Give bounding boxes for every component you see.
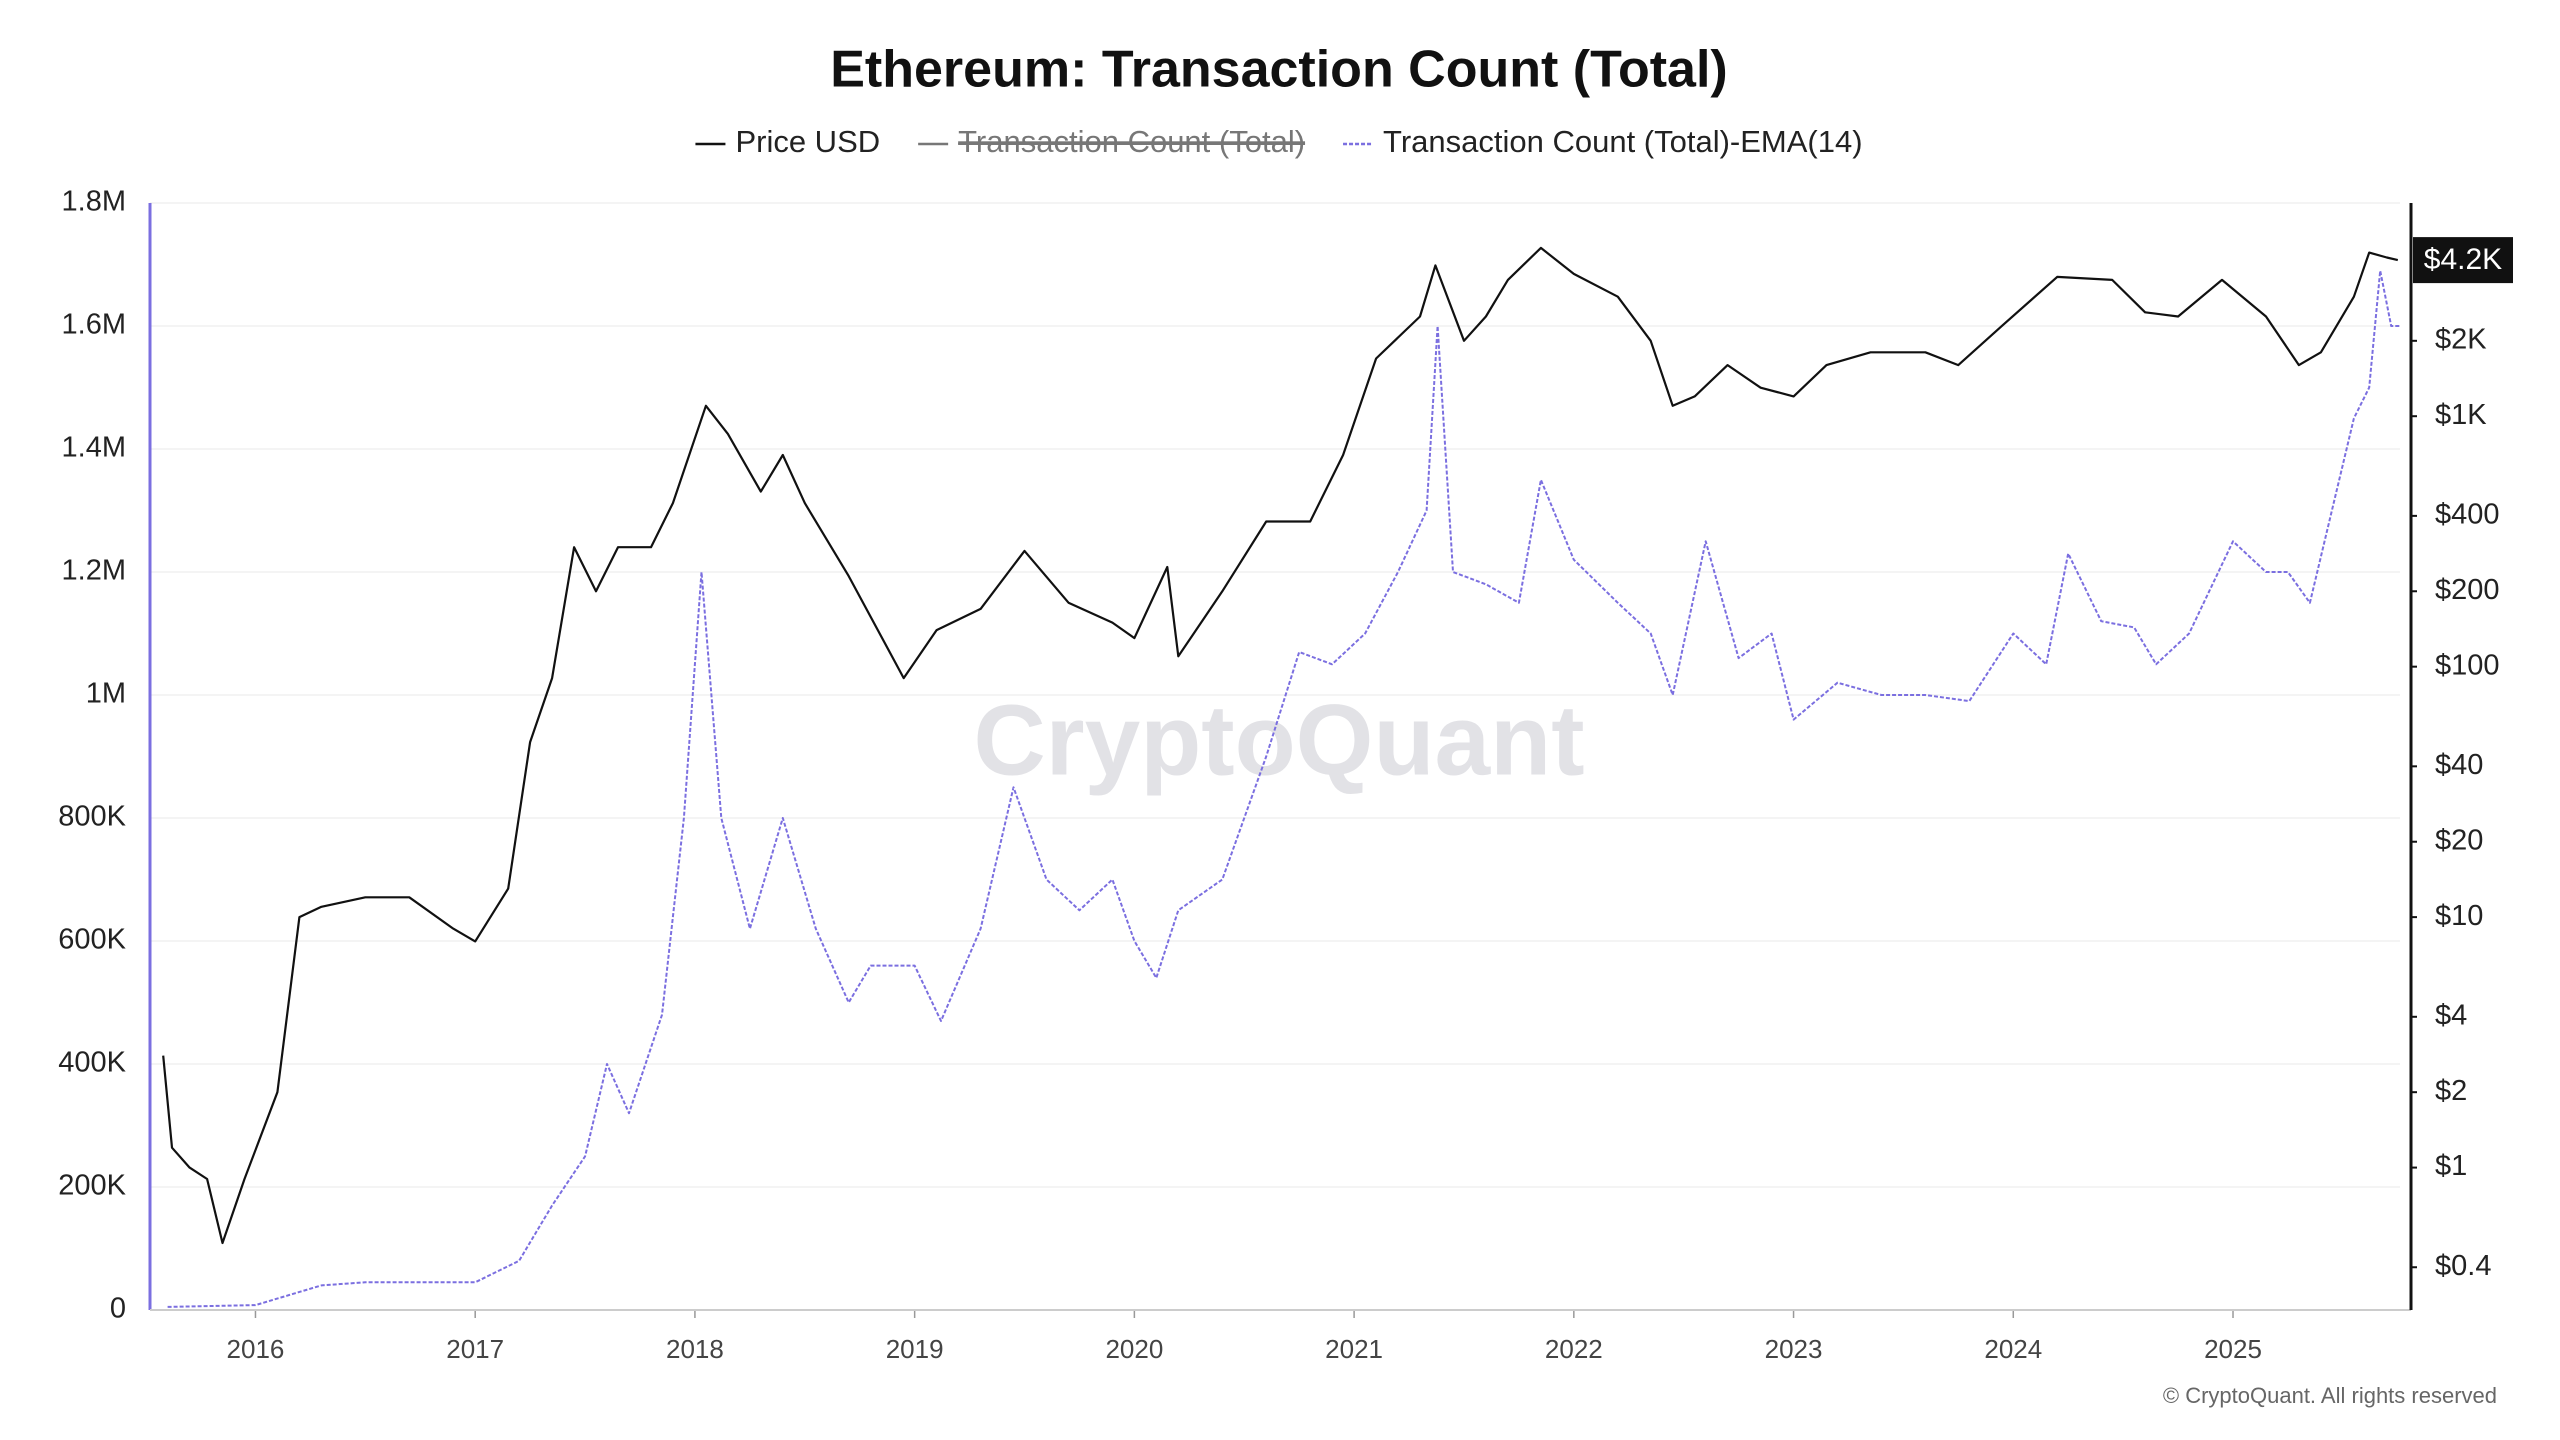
x-tick-label: 2020: [1105, 1334, 1163, 1364]
footer: © CryptoQuant. All rights reserved: [2163, 1383, 2497, 1408]
legend: Price USD Transaction Count (Total) Transa…: [695, 124, 1863, 159]
x-tick-label: 2022: [1545, 1334, 1603, 1364]
y2-tick-label: $40: [2435, 749, 2483, 781]
y2-tick-label: $200: [2435, 574, 2500, 606]
y-tick-label: 400K: [58, 1047, 126, 1079]
y-tick-label: 0: [110, 1293, 126, 1325]
y2-tick-label: $0.4: [2435, 1250, 2491, 1282]
legend-label[interactable]: Transaction Count (Total)-EMA(14): [1383, 124, 1863, 159]
x-tick-label: 2018: [666, 1334, 724, 1364]
watermark: CryptoQuant: [973, 684, 1584, 796]
x-tick-label: 2024: [1984, 1334, 2042, 1364]
x-tick-label: 2016: [227, 1334, 285, 1364]
chart-title: Ethereum: Transaction Count (Total): [830, 41, 1728, 99]
y-tick-label: 1.2M: [62, 555, 126, 587]
y2-tick-label: $1: [2435, 1150, 2467, 1182]
y-tick-label: 600K: [58, 924, 126, 956]
x-tick-label: 2025: [2204, 1334, 2262, 1364]
series-line: [167, 269, 2400, 1308]
y2-tick-label: $2K: [2435, 323, 2487, 355]
legend-label[interactable]: Price USD: [735, 124, 880, 159]
x-tick-label: 2019: [886, 1334, 944, 1364]
series-line: [162, 246, 2399, 1245]
x-tick-label: 2023: [1765, 1334, 1823, 1364]
y-tick-label: 1.4M: [62, 432, 126, 464]
y-tick-label: 1.6M: [62, 309, 126, 341]
current-price-badge: [2413, 237, 2513, 284]
y2-tick-label: $20: [2435, 824, 2483, 856]
y2-tick-label: $400: [2435, 499, 2500, 531]
y-tick-label: 200K: [58, 1170, 126, 1202]
legend-label[interactable]: Transaction Count (Total): [958, 124, 1305, 159]
y-tick-label: 1.8M: [62, 186, 126, 218]
y2-tick-label: $4: [2435, 999, 2467, 1031]
y2-tick-label: $10: [2435, 900, 2483, 932]
current-price-label: $4.2K: [2424, 243, 2502, 276]
y2-tick-label: $100: [2435, 649, 2500, 681]
y2-tick-label: $1K: [2435, 399, 2487, 431]
y-tick-label: 800K: [58, 801, 126, 833]
x-tick-label: 2017: [446, 1334, 504, 1364]
x-tick-label: 2021: [1325, 1334, 1383, 1364]
y-tick-label: 1M: [86, 678, 126, 710]
y2-tick-label: $2: [2435, 1075, 2467, 1107]
